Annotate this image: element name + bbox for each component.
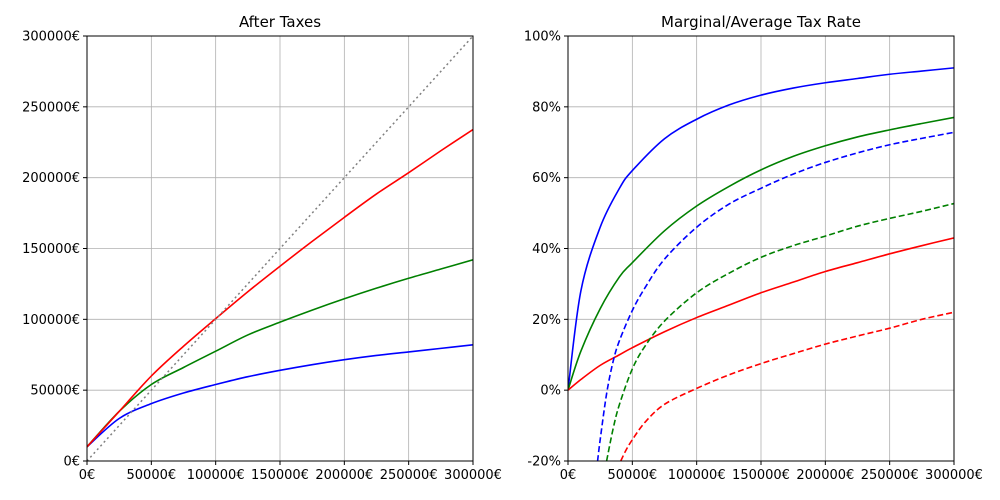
y-tick-label: 50000€ — [30, 384, 80, 399]
y-tick-label: 250000€ — [22, 100, 80, 115]
x-tick-label: 0€ — [79, 468, 96, 483]
series-line-5 — [620, 311, 954, 461]
y-tick-label: 40% — [532, 242, 561, 257]
series-line-3 — [87, 36, 473, 461]
x-tick-label: 0€ — [560, 468, 577, 483]
x-tick-label: 50000€ — [608, 468, 658, 483]
y-tick-label: 0% — [540, 384, 561, 399]
x-tick-label: 200000€ — [796, 468, 854, 483]
y-tick-label: 60% — [532, 171, 561, 186]
x-tick-label: 250000€ — [380, 468, 438, 483]
series-line-4 — [605, 202, 954, 461]
x-tick-label: 300000€ — [444, 468, 502, 483]
x-tick-label: 100000€ — [668, 468, 726, 483]
series-line-2 — [87, 128, 473, 448]
tax-rate-title: Marginal/Average Tax Rate — [661, 13, 861, 31]
x-tick-label: 300000€ — [925, 468, 983, 483]
x-tick-label: 100000€ — [187, 468, 245, 483]
y-tick-label: 200000€ — [22, 171, 80, 186]
y-tick-label: -20% — [527, 455, 561, 470]
series-line-1 — [87, 259, 473, 448]
y-tick-label: 300000€ — [22, 30, 80, 45]
series-line-0 — [87, 344, 473, 448]
y-tick-label: 100% — [524, 30, 561, 45]
series-line-0 — [568, 67, 954, 391]
tax-rate-panel: 0€ 50000€ 100000€ 150000€ 200000€ 250000€ 3000… — [524, 13, 983, 483]
x-tick-label: 200000€ — [315, 468, 373, 483]
x-tick-label: 150000€ — [732, 468, 790, 483]
x-tick-label: 50000€ — [127, 468, 177, 483]
y-tick-label: 100000€ — [22, 313, 80, 328]
y-tick-label: 0€ — [63, 455, 80, 470]
y-tick-label: 80% — [532, 100, 561, 115]
after-taxes-panel: 0€ 50000€ 100000€ 150000€ 200000€ 250000€ 3000… — [22, 13, 502, 483]
y-tick-label: 150000€ — [22, 242, 80, 257]
after-taxes-title: After Taxes — [239, 13, 321, 31]
series-line-1 — [568, 116, 954, 391]
x-tick-label: 150000€ — [251, 468, 309, 483]
series-line-3 — [596, 131, 954, 461]
x-tick-label: 250000€ — [861, 468, 919, 483]
series-line-2 — [568, 237, 954, 391]
y-tick-label: 20% — [532, 313, 561, 328]
